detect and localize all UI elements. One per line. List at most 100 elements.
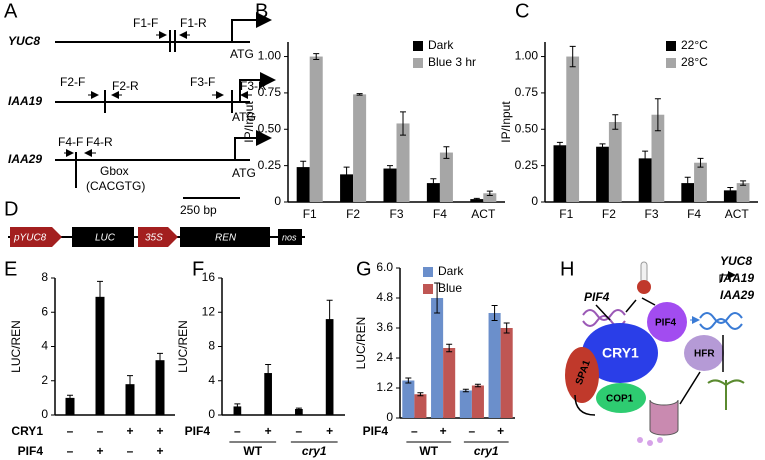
- bar: [309, 56, 323, 202]
- error-bar: [642, 150, 649, 167]
- bar: [65, 397, 75, 415]
- legend-label: Dark: [428, 38, 454, 52]
- model-diagram: [565, 261, 745, 446]
- condition-label: –: [234, 424, 241, 438]
- bar: [353, 94, 367, 202]
- error-bar: [400, 111, 407, 136]
- y-tick-label: 0.25: [515, 158, 539, 172]
- condition-label: –: [127, 444, 134, 458]
- bar: [638, 158, 652, 202]
- bar: [95, 296, 105, 415]
- protein: CRY1: [602, 345, 639, 361]
- condition-label: –: [97, 424, 104, 438]
- bar: [125, 384, 135, 415]
- x-tick-label: F3: [644, 207, 658, 221]
- primer: F3-F: [190, 75, 215, 89]
- y-axis-label: IP/Input: [499, 101, 513, 143]
- condition-label: +: [265, 424, 272, 438]
- y-tick-label: 0: [386, 410, 393, 424]
- error-bar: [684, 176, 691, 190]
- bar: [500, 328, 513, 418]
- error-bar: [569, 45, 576, 68]
- legend-swatch: [666, 41, 676, 51]
- bar: [736, 183, 750, 202]
- y-axis-label: LUC/REN: [176, 320, 190, 373]
- error-bar: [443, 146, 450, 159]
- y-axis-label: IP/Input: [242, 101, 256, 143]
- error-bar: [612, 114, 619, 130]
- group-label: cry1: [302, 444, 327, 458]
- primer: F3-R: [240, 79, 267, 93]
- x-tick-label: F4: [433, 207, 447, 221]
- error-bar: [343, 166, 350, 183]
- error-bar: [697, 157, 704, 168]
- error-bar: [417, 392, 424, 397]
- error-bar: [157, 352, 163, 368]
- target-gene: IAA19: [720, 271, 754, 285]
- scale-label: 250 bp: [180, 203, 217, 217]
- construct-part: nos: [282, 232, 297, 242]
- bar: [443, 348, 456, 418]
- group-label: WT: [243, 444, 262, 458]
- protein: HFR: [694, 349, 715, 360]
- y-tick-label: 8: [208, 339, 215, 353]
- condition-label: +: [126, 424, 133, 438]
- construct-part: 35S: [145, 233, 163, 244]
- gene-label: PIF4: [584, 290, 610, 304]
- bar: [396, 123, 410, 202]
- bar: [553, 145, 567, 202]
- x-tick-label: F1: [303, 207, 317, 221]
- x-tick-label: F2: [346, 207, 360, 221]
- error-bar: [503, 322, 510, 334]
- gbox-sequence: (CACGTG): [86, 179, 145, 193]
- primer: F1-F: [133, 16, 158, 30]
- y-tick-label: 0.75: [258, 85, 282, 99]
- x-tick-label: ACT: [725, 207, 750, 221]
- y-tick-label: 16: [202, 270, 216, 284]
- y-tick-label: 3.6: [376, 320, 393, 334]
- y-tick-label: 4: [41, 339, 48, 353]
- legend-label: 22°C: [681, 38, 708, 52]
- bar: [608, 122, 622, 202]
- bar: [295, 409, 303, 415]
- construct: [8, 227, 305, 247]
- condition-name: PIF4: [18, 444, 44, 458]
- error-bar: [295, 407, 302, 411]
- y-tick-label: 8: [41, 270, 48, 284]
- y-tick-label: 12: [202, 304, 216, 318]
- error-bar: [474, 383, 481, 388]
- bar: [296, 167, 310, 202]
- gbox: Gbox: [100, 164, 129, 178]
- error-bar: [300, 160, 307, 174]
- condition-name: PIF4: [185, 424, 211, 438]
- x-tick-label: F2: [602, 207, 616, 221]
- bar: [431, 298, 444, 418]
- legend-swatch: [413, 41, 423, 51]
- start-codon: ATG: [232, 110, 256, 124]
- panel-label: G: [356, 258, 372, 280]
- primer: F2-F: [60, 75, 85, 89]
- bar: [566, 56, 580, 202]
- bar: [426, 183, 440, 202]
- error-bar: [313, 53, 320, 60]
- legend-swatch: [666, 58, 676, 68]
- condition-name: PIF4: [363, 424, 389, 438]
- bar: [681, 183, 695, 202]
- legend-swatch: [423, 284, 433, 294]
- error-bar: [430, 178, 437, 188]
- legend-label: Blue 3 hr: [428, 55, 476, 69]
- y-tick-label: 4.8: [376, 290, 393, 304]
- legend-label: Blue: [438, 281, 462, 295]
- group-label: WT: [419, 444, 438, 458]
- bar: [723, 190, 737, 202]
- target-gene: YUC8: [720, 254, 752, 268]
- y-tick-label: 4: [208, 373, 215, 387]
- error-bar: [356, 93, 363, 96]
- x-tick-label: F3: [389, 207, 403, 221]
- error-bar: [740, 180, 747, 186]
- condition-label: +: [440, 424, 447, 438]
- bar: [459, 390, 472, 418]
- construct-part: LUC: [95, 233, 116, 244]
- bar: [470, 199, 484, 202]
